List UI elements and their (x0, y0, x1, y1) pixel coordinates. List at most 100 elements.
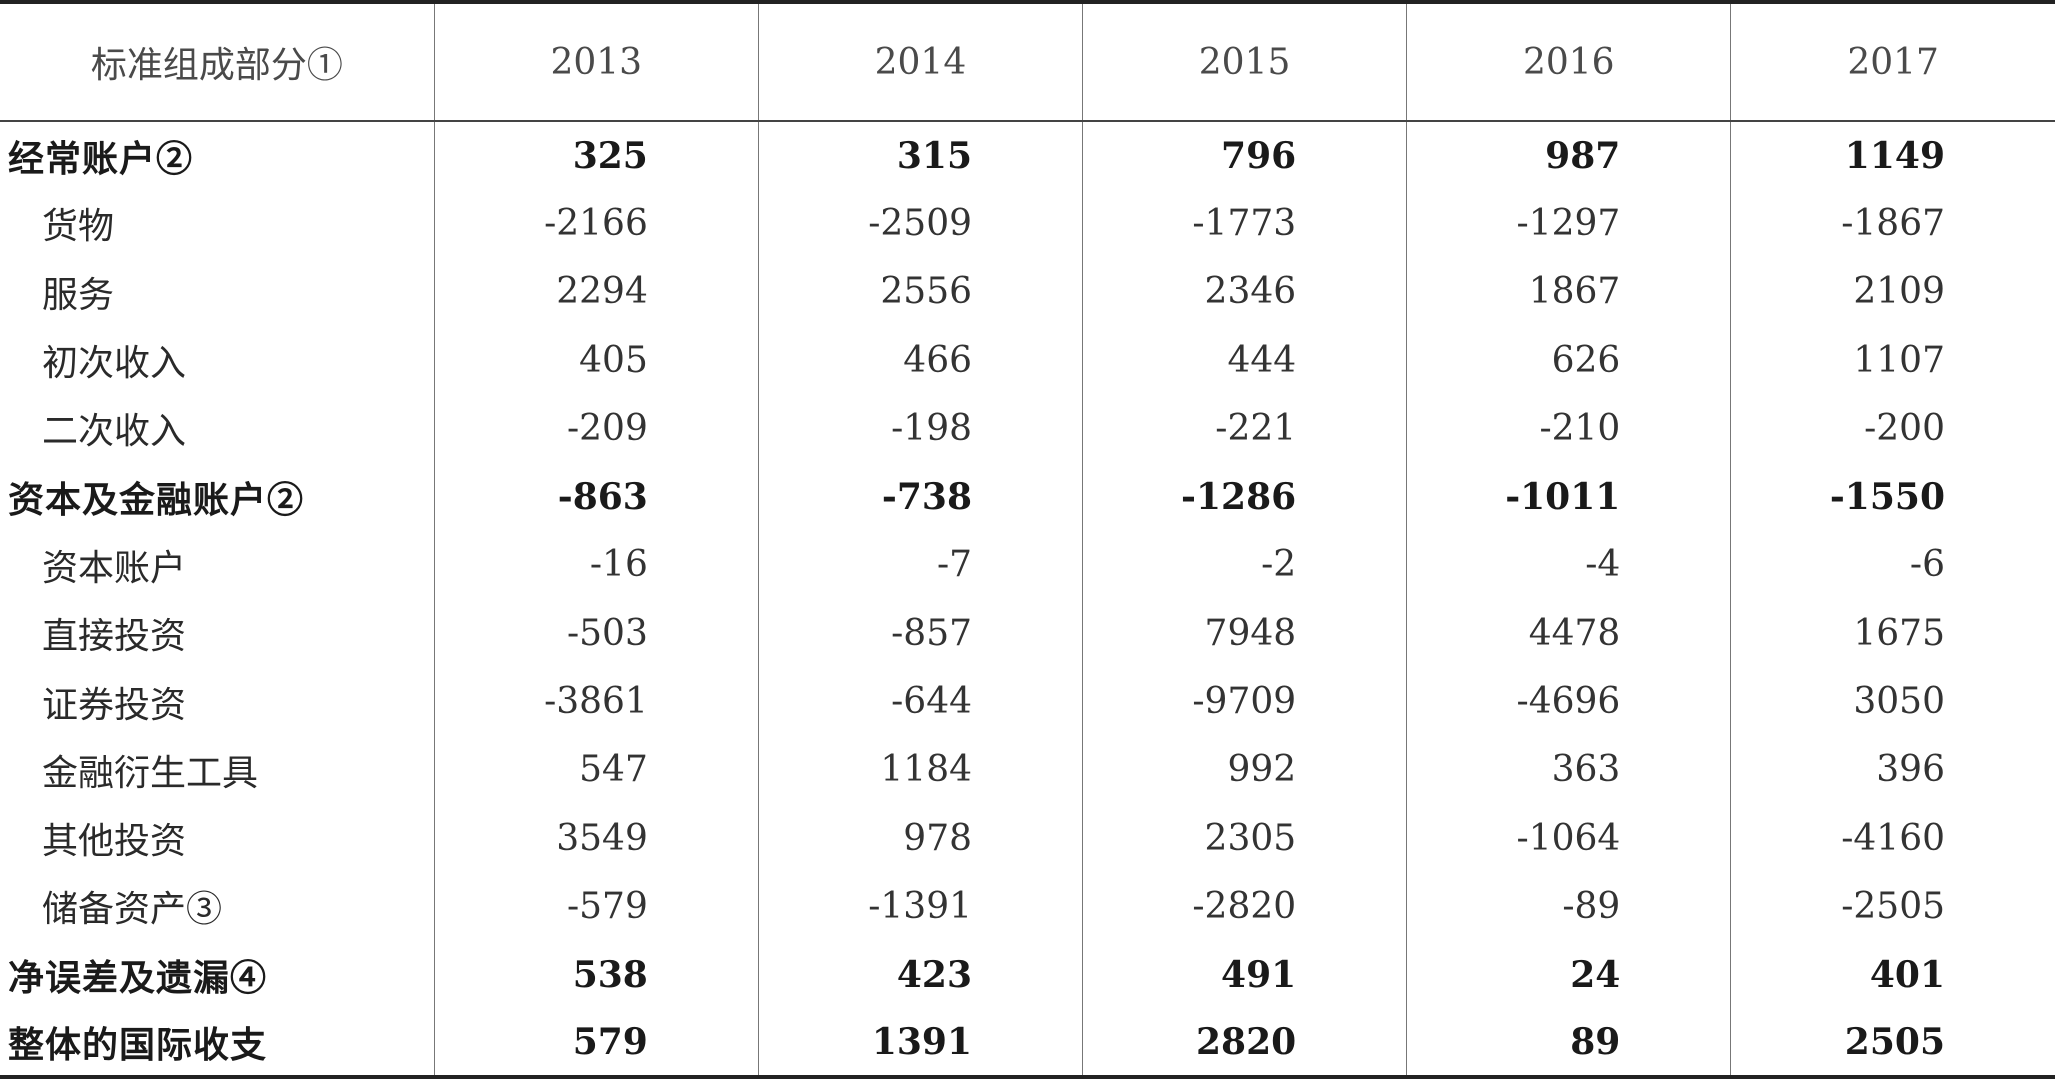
table-row: 初次收入 405 466 444 626 1107 (0, 325, 2055, 395)
value-cell-2013: -503 (433, 599, 759, 668)
row-label: 证券投资 (42, 684, 187, 726)
row-label: 资本及金融账户② (8, 478, 305, 521)
row-label: 整体的国际收支 (0, 1008, 435, 1080)
row-label: 货物 (42, 206, 115, 248)
row-label: 经常账户② (8, 137, 194, 180)
value-cell-2017: 2109 (1730, 257, 2055, 326)
row-label: 净误差及遗漏④ (8, 956, 268, 999)
value-cell-2016: 626 (1406, 325, 1731, 395)
value-cell-2013: -16 (433, 530, 759, 600)
table-row: 资本账户 -16 -7 -2 -4 -6 (0, 530, 2055, 600)
value-cell-2015: 992 (1082, 735, 1407, 804)
header-year-2016: 2016 (1406, 0, 1731, 122)
table-row: 其他投资 3549 978 2305 -1064 -4160 (0, 803, 2055, 873)
row-label: 服务 (42, 274, 115, 316)
value-cell-2016: 89 (1406, 1008, 1731, 1080)
row-label: 初次收入 (42, 343, 187, 385)
value-cell-2013: 538 (433, 940, 759, 1009)
table-row: 直接投资 -503 -857 7948 4478 1675 (0, 599, 2055, 668)
value-cell-2015: 2305 (1082, 803, 1407, 873)
table-row: 储备资产③ -579 -1391 -2820 -89 -2505 (0, 872, 2055, 941)
value-cell-2015: -9709 (1082, 667, 1407, 736)
value-cell-2014: -857 (757, 599, 1083, 668)
value-cell-2016: -4696 (1406, 667, 1731, 736)
header-year-2013: 2013 (433, 0, 759, 122)
value-cell-2014: 466 (757, 325, 1083, 395)
value-cell-2017: 1675 (1730, 599, 2055, 668)
value-cell-2015: 491 (1082, 940, 1407, 1009)
value-cell-2015: -1286 (1082, 462, 1407, 531)
value-cell-2017: 3050 (1730, 667, 2055, 736)
row-label: 金融衍生工具 (42, 752, 259, 794)
value-cell-2016: -4 (1406, 530, 1731, 600)
table-header: 标准组成部分① 2013 2014 2015 2016 2017 (0, 0, 2055, 122)
table-body: 经常账户② 325 315 796 987 1149 货物 -2166 -2509 -1773 -1… (0, 121, 2055, 1080)
value-cell-2016: 987 (1406, 121, 1731, 190)
row-label: 直接投资 (42, 616, 187, 658)
value-cell-2015: 7948 (1082, 599, 1407, 668)
value-cell-2017: -6 (1730, 530, 2055, 600)
header-row: 标准组成部分① 2013 2014 2015 2016 2017 (0, 0, 2055, 122)
value-cell-2013: -3861 (433, 667, 759, 736)
table-row: 资本及金融账户② -863 -738 -1286 -1011 -1550 (0, 462, 2055, 531)
value-cell-2017: -200 (1730, 394, 2055, 463)
value-cell-2013: -2166 (433, 189, 759, 258)
value-cell-2015: 796 (1082, 121, 1407, 190)
value-cell-2013: 579 (433, 1008, 759, 1080)
table-row: 经常账户② 325 315 796 987 1149 (0, 121, 2055, 190)
table-row: 证券投资 -3861 -644 -9709 -4696 3050 (0, 667, 2055, 736)
header-year-2015: 2015 (1082, 0, 1407, 122)
value-cell-2014: 315 (757, 121, 1083, 190)
value-cell-2013: 3549 (433, 803, 759, 873)
header-label-cell: 标准组成部分① (0, 0, 435, 122)
value-cell-2017: 2505 (1730, 1008, 2055, 1080)
value-cell-2017: -1550 (1730, 462, 2055, 531)
value-cell-2014: -198 (757, 394, 1083, 463)
value-cell-2013: 547 (433, 735, 759, 804)
value-cell-2014: 1184 (757, 735, 1083, 804)
value-cell-2017: 396 (1730, 735, 2055, 804)
table-row: 二次收入 -209 -198 -221 -210 -200 (0, 394, 2055, 463)
table-row: 货物 -2166 -2509 -1773 -1297 -1867 (0, 189, 2055, 258)
value-cell-2013: -863 (433, 462, 759, 531)
value-cell-2014: -7 (757, 530, 1083, 600)
value-cell-2015: -2820 (1082, 872, 1407, 941)
value-cell-2016: -89 (1406, 872, 1731, 941)
value-cell-2016: 24 (1406, 940, 1731, 1009)
header-year-2017: 2017 (1730, 0, 2055, 122)
value-cell-2017: -4160 (1730, 803, 2055, 873)
value-cell-2015: -1773 (1082, 189, 1407, 258)
value-cell-2016: 1867 (1406, 257, 1731, 326)
value-cell-2013: 405 (433, 325, 759, 395)
value-cell-2015: -2 (1082, 530, 1407, 600)
value-cell-2014: -738 (757, 462, 1083, 531)
value-cell-2014: -644 (757, 667, 1083, 736)
value-cell-2016: -1064 (1406, 803, 1731, 873)
value-cell-2016: 363 (1406, 735, 1731, 804)
value-cell-2017: 1107 (1730, 325, 2055, 395)
value-cell-2013: 2294 (433, 257, 759, 326)
value-cell-2014: -2509 (757, 189, 1083, 258)
value-cell-2015: -221 (1082, 394, 1407, 463)
value-cell-2016: -210 (1406, 394, 1731, 463)
value-cell-2015: 2346 (1082, 257, 1407, 326)
table-row: 净误差及遗漏④ 538 423 491 24 401 (0, 940, 2055, 1009)
value-cell-2017: 1149 (1730, 121, 2055, 190)
value-cell-2014: 1391 (757, 1008, 1083, 1080)
row-label: 二次收入 (42, 411, 187, 453)
value-cell-2013: -579 (433, 872, 759, 941)
table-row: 服务 2294 2556 2346 1867 2109 (0, 257, 2055, 326)
value-cell-2015: 2820 (1082, 1008, 1407, 1080)
value-cell-2016: -1297 (1406, 189, 1731, 258)
value-cell-2013: 325 (433, 121, 759, 190)
value-cell-2017: -1867 (1730, 189, 2055, 258)
value-cell-2016: -1011 (1406, 462, 1731, 531)
value-cell-2016: 4478 (1406, 599, 1731, 668)
table-row: 整体的国际收支 579 1391 2820 89 2505 (0, 1008, 2055, 1080)
row-label: 其他投资 (42, 821, 187, 863)
header-year-2014: 2014 (757, 0, 1083, 122)
row-label: 资本账户 (42, 547, 187, 589)
value-cell-2013: -209 (433, 394, 759, 463)
